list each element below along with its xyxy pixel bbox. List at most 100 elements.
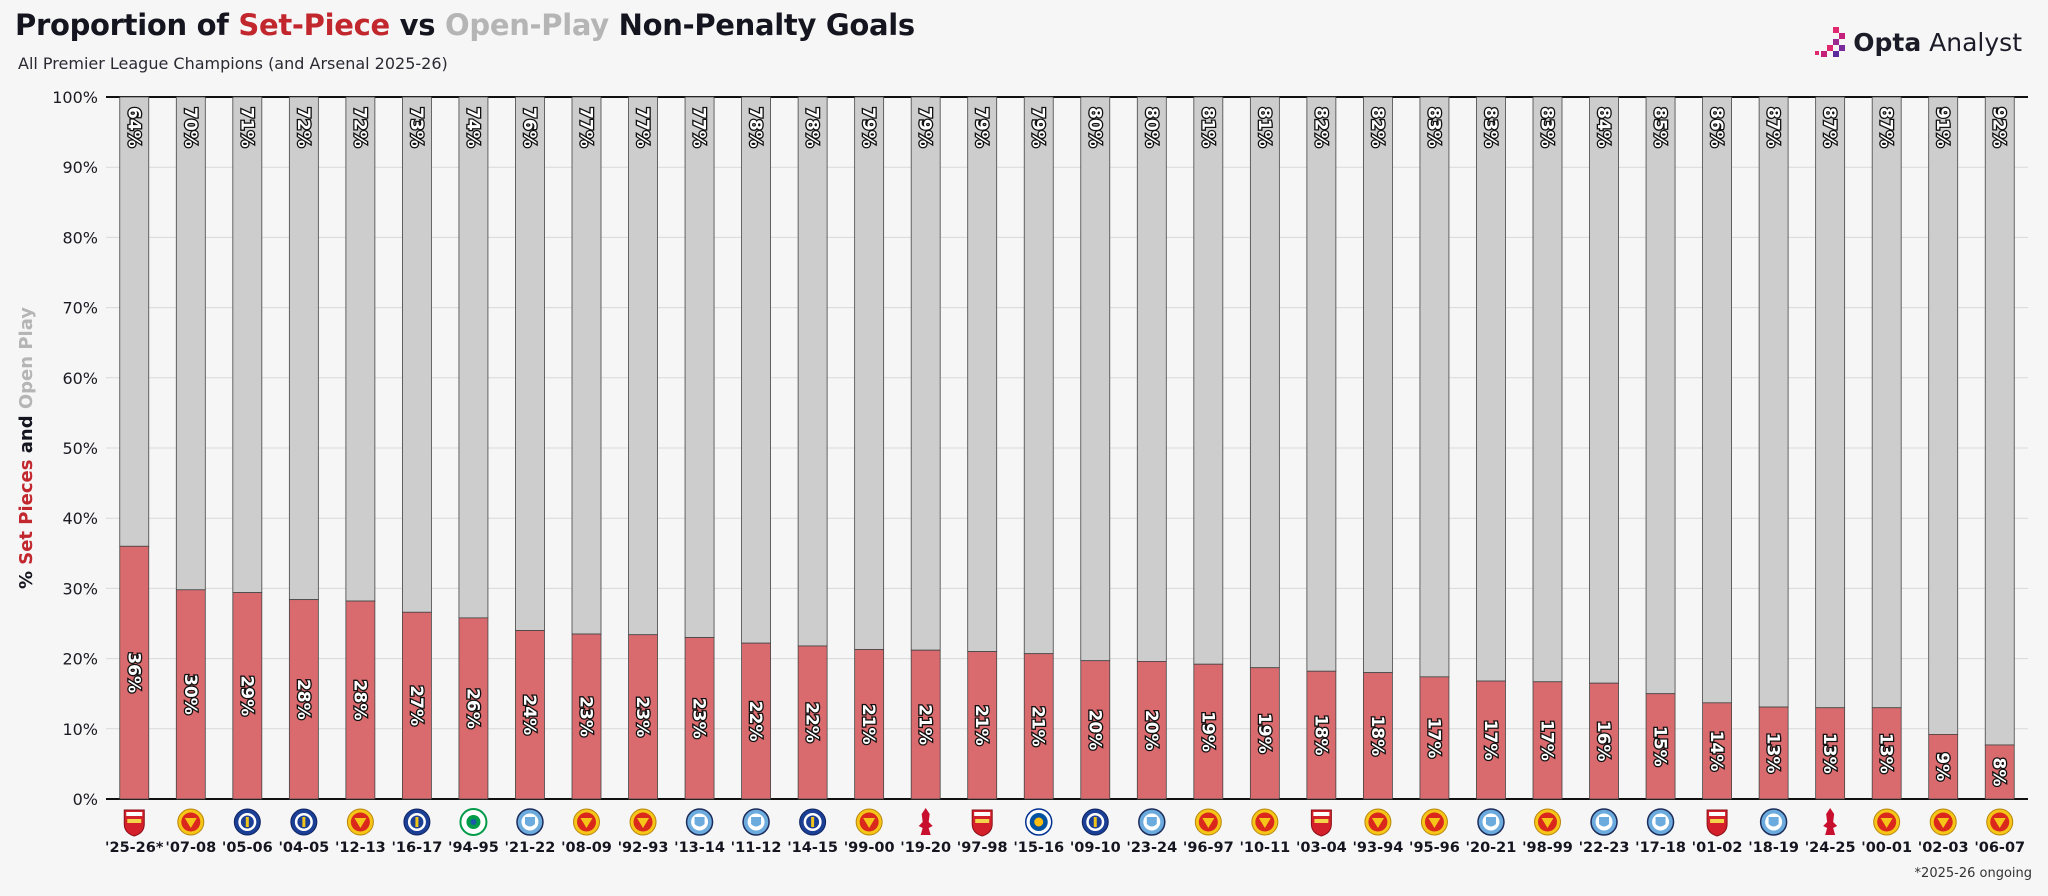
team-badge-man-city — [1646, 808, 1675, 836]
bar-set-piece — [628, 634, 658, 800]
bar-open-play — [1532, 96, 1563, 683]
open-play-label: 87% — [1876, 107, 1896, 148]
team-badge-arsenal — [123, 809, 145, 837]
x-tick-label: '93-94 — [1352, 840, 1403, 856]
open-play-label: 85% — [1650, 107, 1670, 148]
set-piece-label: 18% — [1367, 715, 1387, 756]
team-badge-man-city — [742, 808, 770, 836]
open-play-label: 79% — [915, 107, 935, 148]
chart-title: Proportion of Set-Piece vs Open-Play Non… — [15, 8, 915, 42]
bar-set-piece — [1080, 660, 1111, 800]
x-tick-label: '17-18 — [1635, 840, 1686, 856]
set-piece-label: 16% — [1593, 721, 1613, 762]
y-tick-label: 80% — [62, 228, 98, 247]
set-piece-label: 8% — [1989, 758, 2009, 787]
team-badge-chelsea — [290, 808, 318, 836]
bar-set-piece — [1758, 706, 1789, 800]
y-tick-label: 40% — [62, 509, 98, 528]
set-piece-label: 28% — [293, 679, 313, 720]
open-play-label: 71% — [236, 107, 256, 148]
team-badge-man-utd — [1364, 808, 1392, 836]
x-tick-label: '09-10 — [1070, 840, 1121, 856]
bar-set-piece — [1023, 653, 1054, 800]
bar-open-play — [684, 96, 715, 638]
bar-open-play — [967, 96, 998, 652]
bar-open-play — [628, 96, 658, 636]
bar-set-piece — [684, 637, 715, 800]
open-play-label: 84% — [1593, 107, 1613, 148]
x-tick-label: '23-24 — [1126, 840, 1177, 856]
x-tick-label: '98-99 — [1522, 840, 1573, 856]
x-tick-label: '06-07 — [1974, 840, 2025, 856]
x-tick-label: '22-23 — [1579, 840, 1630, 856]
bar-set-piece — [1193, 663, 1224, 800]
open-play-label: 87% — [1819, 107, 1839, 148]
bar-open-play — [402, 96, 432, 613]
x-tick-label: '19-20 — [900, 840, 951, 856]
set-piece-label: 20% — [1084, 710, 1104, 751]
bar-open-play — [1476, 96, 1506, 682]
open-play-label: 86% — [1706, 107, 1726, 148]
x-tick-label: '20-21 — [1466, 840, 1517, 856]
x-tick-label: '96-97 — [1183, 840, 1234, 856]
set-piece-label: 21% — [1028, 706, 1048, 747]
bar-open-play — [910, 96, 941, 651]
team-badge-man-utd — [1194, 808, 1222, 836]
bar-set-piece — [1476, 680, 1506, 800]
set-piece-label: 21% — [971, 705, 991, 746]
open-play-label: 82% — [1310, 107, 1330, 148]
team-badge-man-utd — [855, 808, 883, 836]
team-badge-man-city — [1759, 808, 1788, 836]
bar-open-play — [1136, 96, 1167, 662]
bar-set-piece — [288, 599, 319, 800]
set-piece-label: 17% — [1423, 718, 1443, 759]
bar-set-piece — [1645, 693, 1676, 800]
bar-open-play — [515, 96, 545, 631]
x-tick-label: '13-14 — [674, 840, 725, 856]
open-play-label: 78% — [745, 107, 765, 148]
set-piece-label: 22% — [802, 702, 822, 743]
set-piece-label: 19% — [1197, 711, 1217, 752]
y-tick-label: 20% — [62, 650, 98, 669]
bar-set-piece — [1589, 682, 1619, 800]
y-tick-label: 10% — [62, 720, 98, 739]
x-tick-label: '11-12 — [731, 840, 782, 856]
team-badge-arsenal — [1310, 809, 1332, 837]
open-play-label: 81% — [1197, 107, 1217, 148]
team-badge-man-city — [685, 808, 714, 836]
y-tick-label: 0% — [73, 790, 98, 809]
title-set-piece: Set-Piece — [238, 8, 390, 42]
set-piece-label: 23% — [689, 698, 709, 739]
open-play-label: 87% — [1763, 107, 1783, 148]
team-badge-man-city — [1138, 808, 1166, 836]
bar-open-play — [1871, 96, 1902, 709]
x-tick-label: '07-08 — [165, 840, 216, 856]
team-badge-man-utd — [346, 808, 374, 836]
x-tick-label: '05-06 — [222, 840, 273, 856]
set-piece-label: 23% — [576, 696, 596, 737]
open-play-label: 83% — [1480, 107, 1500, 148]
y-axis-label-part: and — [16, 409, 37, 459]
bar-open-play — [1815, 96, 1846, 709]
set-piece-label: 27% — [406, 685, 426, 726]
bar-open-play — [741, 96, 771, 644]
open-play-label: 74% — [462, 107, 482, 148]
set-piece-label: 29% — [236, 675, 256, 716]
bar-open-play — [1645, 96, 1676, 695]
x-tick-label: '24-25 — [1805, 840, 1856, 856]
bar-set-piece — [1928, 734, 1959, 800]
bar-open-play — [1023, 96, 1054, 655]
bar-open-play — [119, 96, 150, 547]
open-play-label: 91% — [1932, 107, 1952, 148]
bar-open-play — [797, 96, 828, 647]
x-tick-label: '01-02 — [1692, 840, 1743, 856]
bar-open-play — [1702, 96, 1732, 704]
open-play-label: 72% — [293, 107, 313, 148]
title-vs: vs — [389, 8, 446, 42]
bar-open-play — [571, 96, 602, 635]
open-play-label: 72% — [349, 107, 369, 148]
open-play-label: 79% — [971, 107, 991, 148]
team-badge-chelsea — [233, 808, 261, 836]
x-tick-label: '15-16 — [1013, 840, 1064, 856]
bar-set-piece — [571, 633, 602, 800]
